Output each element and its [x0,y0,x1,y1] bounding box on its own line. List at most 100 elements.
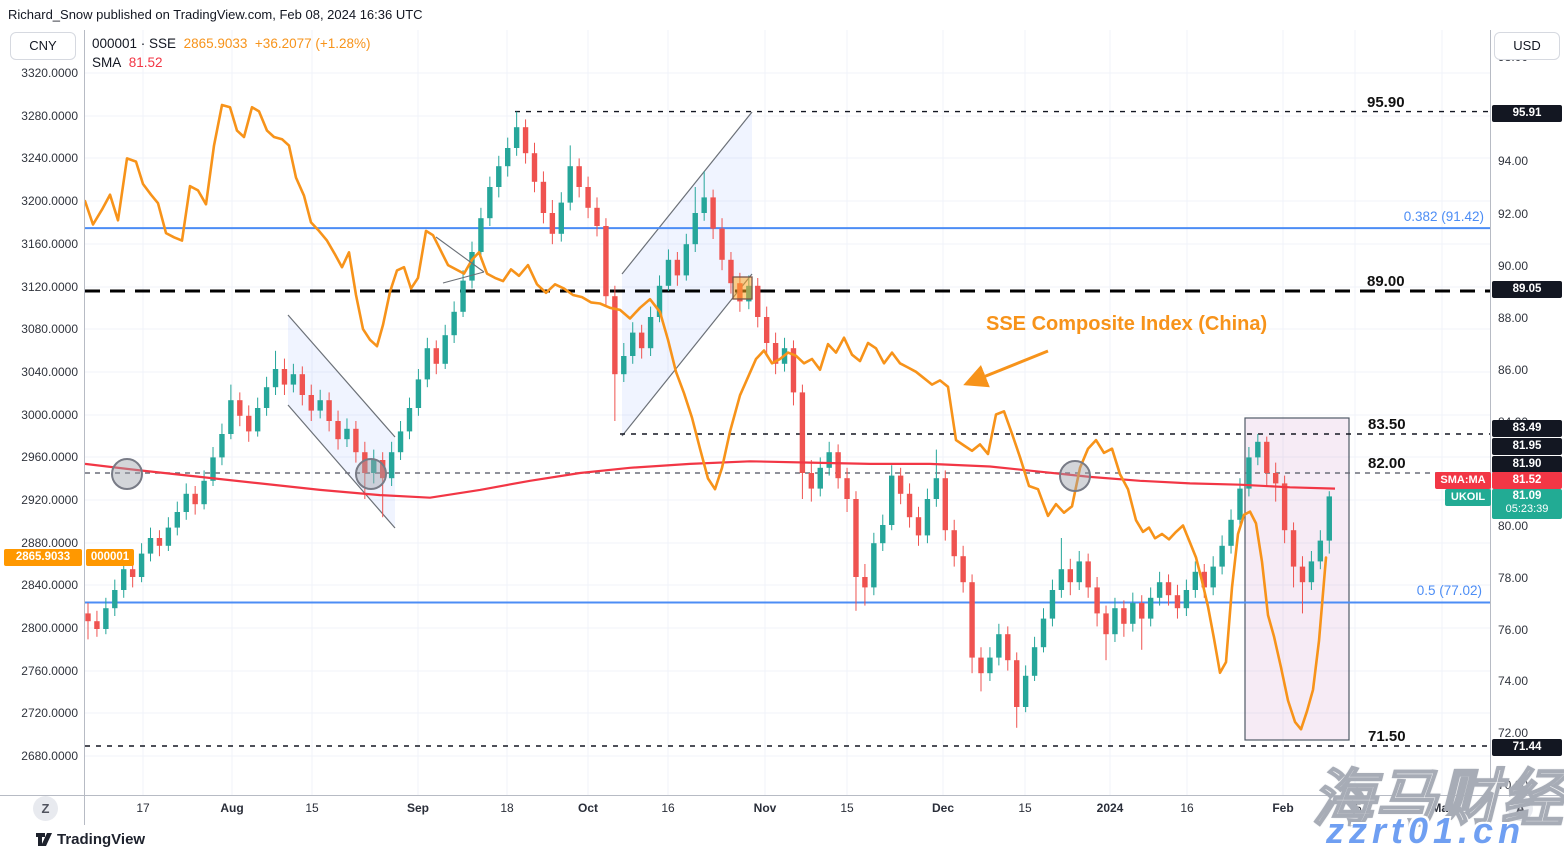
candle-body [1014,660,1020,707]
candle-body [121,569,127,590]
legend-row-symbol[interactable]: 000001 · SSE 2865.9033 +36.2077 (+1.28%) [92,36,371,51]
left-axis-tick: 3160.0000 [21,237,78,251]
axis-badge-81.09: 81.09 05:23:39 [1492,489,1562,519]
right-axis-tick: 78.00 [1498,571,1529,585]
candle-body [290,374,297,385]
candle-body [630,332,636,356]
left-axis-tick: 2760.0000 [21,664,78,678]
candle-body [1290,530,1297,567]
left-axis-tick: 3200.0000 [21,194,78,208]
fib-label: 0.382 (91.42) [1403,209,1484,225]
candle-body [549,213,556,234]
tradingview-brand-link[interactable]: TradingView [57,831,146,848]
candle-body [1103,613,1109,635]
legend-row-sma[interactable]: SMA 81.52 [92,55,371,70]
right-axis-tick: 76.00 [1498,623,1529,637]
candle-body [1049,590,1056,619]
candle-body [183,493,189,512]
candle-body [799,392,806,473]
candle-body [147,538,154,554]
candle-body [862,577,868,588]
sma-value: 81.52 [128,55,163,70]
candle-body [826,452,832,468]
candle-body [469,252,475,281]
candle-body [254,408,261,432]
candle-body [1130,603,1136,624]
candle-body [388,452,395,479]
candle-body [880,525,886,544]
candle-body [1264,441,1270,473]
right-currency-button[interactable]: USD [1494,32,1560,60]
candle-body [1022,675,1029,707]
candle-body [638,332,645,349]
candle-body [835,452,841,479]
candle-body [674,259,681,276]
pennant-line [435,236,485,273]
adjust-button[interactable]: A [1508,796,1533,821]
right-axis-tick: 72.00 [1498,726,1529,740]
candle-body [174,512,180,528]
candle-body [326,400,332,421]
sse-price-badge: 2865.9033 [4,549,82,566]
candle-body [808,473,815,489]
candle-body [460,280,466,312]
left-axis-tick: 3240.0000 [21,151,78,165]
candle-body [1326,496,1332,541]
time-axis-tick: 15 [305,801,319,815]
pennant-line [442,271,485,284]
candle-body [1147,597,1154,619]
candle-body [335,421,341,440]
candle-body [1112,608,1118,635]
left-axis-tick: 2920.0000 [21,493,78,507]
timezone-button[interactable]: Z [33,796,58,821]
candle-body [719,228,725,260]
time-axis-tick: Sep [406,801,430,815]
time-axis-tick: 15 [840,801,854,815]
candle-body [1210,566,1216,588]
left-axis-tick: 2960.0000 [21,450,78,464]
candle-body [665,259,672,286]
sma-line [85,460,1336,499]
candle-body [763,317,770,343]
candle-body [362,452,368,473]
falling-channel [288,315,395,528]
time-axis-border [0,795,1564,796]
candle-body [451,311,457,336]
candle-body [1031,647,1038,676]
candle-body [728,259,734,284]
left-axis-tick: 3120.0000 [21,280,78,294]
candle-body [853,499,859,577]
candle-body [1076,561,1082,583]
left-axis-tick: 2720.0000 [21,706,78,720]
candle-body [379,460,386,479]
candle-body [1272,473,1279,484]
candle-body [576,166,582,187]
candle-body [496,166,502,187]
level-label-71.50: 71.50 [1368,728,1406,745]
candle-body [933,478,940,499]
axis-badge-71.44: 71.44 [1492,739,1562,756]
axis-badge-81.52: 81.52 [1492,472,1562,489]
candle-body [487,187,493,219]
left-axis-tick: 3040.0000 [21,365,78,379]
candle-body [281,369,288,385]
candle-body [371,460,377,473]
candle-body [844,478,850,499]
candle-body [960,556,966,583]
candle-body [558,202,564,234]
candle-body [1201,571,1207,588]
left-currency-button[interactable]: CNY [10,32,76,60]
right-axis-tick: 70.00 [1498,778,1529,792]
candle-body [1219,545,1225,567]
candle-body [1174,595,1181,609]
right-axis-tick: 88.00 [1498,311,1529,325]
candle-body [1121,608,1127,624]
candle-body [656,285,663,317]
candle-body [1139,603,1145,619]
legend: 000001 · SSE 2865.9033 +36.2077 (+1.28%)… [92,36,371,70]
candle-body [505,148,511,167]
candle-body [1156,582,1163,598]
time-axis-tick: Aug [220,801,244,815]
